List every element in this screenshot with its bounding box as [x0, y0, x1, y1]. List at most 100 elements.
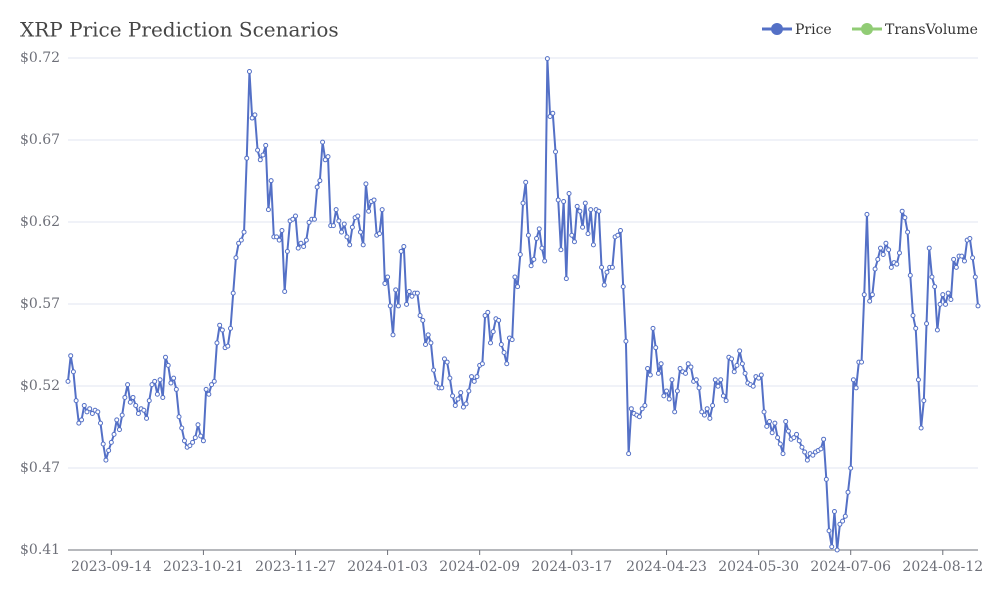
- data-point: [108, 439, 114, 445]
- data-point: [433, 380, 439, 386]
- data-point: [176, 414, 182, 420]
- data-point: [636, 414, 642, 420]
- data-point: [761, 409, 767, 415]
- data-point: [905, 229, 911, 235]
- data-point: [601, 282, 607, 288]
- chart-title: XRP Price Prediction Scenarios: [20, 18, 339, 42]
- data-point: [70, 369, 76, 375]
- data-point: [401, 244, 407, 250]
- data-point: [628, 406, 634, 412]
- data-point: [561, 199, 567, 205]
- data-point: [228, 325, 233, 331]
- data-point: [791, 435, 797, 441]
- x-tick-label: 2023-10-21: [163, 559, 244, 575]
- data-point: [569, 232, 575, 238]
- data-point: [252, 112, 258, 118]
- data-point: [574, 203, 580, 209]
- data-point: [311, 216, 317, 222]
- data-point: [317, 178, 323, 184]
- data-point: [539, 245, 545, 251]
- data-point: [339, 229, 345, 235]
- data-point: [683, 370, 688, 376]
- data-point: [68, 353, 74, 359]
- data-point: [674, 388, 680, 394]
- data-point: [371, 197, 377, 203]
- data-point: [233, 255, 239, 261]
- data-point: [599, 264, 605, 270]
- data-point: [225, 343, 231, 349]
- data-point: [899, 208, 905, 214]
- data-point: [135, 411, 141, 417]
- data-point: [425, 332, 431, 338]
- data-point: [669, 377, 675, 383]
- y-tick-label: $0.47: [20, 460, 60, 476]
- data-point: [211, 378, 217, 384]
- data-point: [924, 321, 930, 327]
- legend-label: TransVolume: [885, 22, 978, 38]
- data-point: [932, 284, 938, 290]
- data-point: [301, 244, 307, 250]
- data-point: [458, 390, 464, 396]
- data-point: [915, 377, 921, 383]
- data-point: [276, 237, 282, 243]
- data-point: [439, 385, 445, 391]
- data-point: [864, 211, 870, 217]
- data-point: [577, 208, 583, 214]
- data-point: [837, 521, 843, 527]
- data-point: [948, 297, 954, 303]
- data-point: [127, 399, 133, 405]
- data-point: [834, 547, 840, 553]
- data-point: [152, 378, 158, 384]
- data-point: [764, 423, 770, 429]
- data-point: [447, 375, 453, 381]
- x-tick-label: 2024-05-30: [718, 559, 799, 575]
- data-point: [469, 374, 475, 380]
- data-point: [536, 226, 542, 232]
- legend-label: Price: [795, 22, 832, 38]
- data-point: [95, 409, 101, 415]
- data-point: [604, 269, 610, 275]
- data-point: [531, 256, 537, 262]
- data-point: [596, 208, 602, 214]
- data-point: [395, 303, 401, 309]
- data-point: [390, 332, 396, 338]
- data-point: [238, 237, 244, 243]
- data-point: [913, 325, 919, 331]
- data-point: [187, 443, 193, 449]
- data-point: [528, 263, 534, 269]
- data-point: [114, 417, 120, 423]
- data-point: [799, 444, 805, 450]
- data-point: [341, 221, 347, 227]
- data-point: [428, 340, 434, 346]
- data-point: [720, 393, 726, 399]
- data-point: [861, 292, 867, 298]
- data-point: [880, 252, 886, 258]
- data-point: [921, 398, 927, 404]
- data-point: [490, 329, 496, 335]
- data-point: [146, 398, 152, 404]
- data-point: [853, 385, 859, 391]
- data-point: [382, 280, 388, 286]
- data-point: [244, 155, 250, 161]
- data-point: [555, 197, 561, 203]
- data-point: [737, 348, 743, 354]
- data-point: [769, 430, 775, 436]
- data-point: [65, 378, 71, 384]
- data-point: [217, 322, 223, 328]
- data-point: [970, 255, 976, 261]
- data-point: [257, 157, 263, 163]
- data-point: [734, 362, 740, 368]
- data-point: [496, 317, 502, 323]
- data-point: [512, 274, 518, 280]
- data-point: [688, 364, 694, 370]
- data-point: [106, 447, 112, 453]
- data-point: [330, 223, 336, 229]
- data-point: [463, 401, 469, 407]
- data-point: [907, 272, 913, 278]
- data-point: [975, 303, 981, 309]
- data-point: [358, 229, 363, 235]
- data-point: [192, 435, 198, 441]
- data-point: [160, 394, 166, 400]
- data-point: [696, 385, 702, 391]
- data-point: [718, 377, 724, 383]
